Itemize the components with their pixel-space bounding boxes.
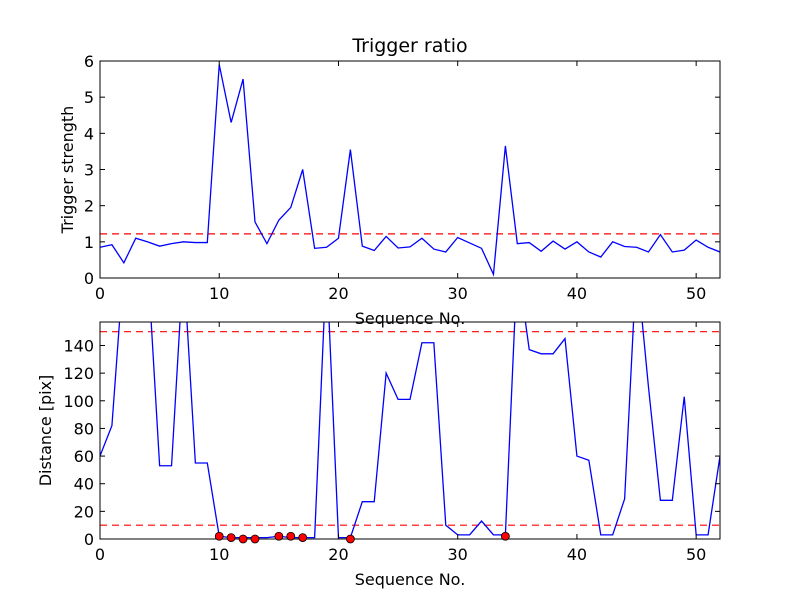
- detection-marker: [250, 534, 260, 544]
- detection-marker: [345, 534, 355, 544]
- top-axis-ticks: 0 10 20 30 40 50 0 1 2 3 4 5 6: [84, 52, 720, 303]
- y-tick-label: 3: [84, 161, 94, 180]
- x-tick-label: 30: [448, 284, 468, 303]
- x-tick-label: 50: [686, 545, 706, 564]
- detection-marker: [238, 534, 248, 544]
- bottom-axis-ticks: 0 10 20 30 40 50 0 20 40 60 80 100 120 140: [63, 322, 720, 564]
- bottom-subplot: 0 10 20 30 40 50 0 20 40 60 80 100 120 140 Sequence N…: [36, 321, 721, 589]
- x-tick-label: 50: [686, 284, 706, 303]
- detection-marker: [274, 531, 284, 541]
- series-line: [100, 322, 720, 539]
- bottom-x-axis-label: Sequence No.: [355, 570, 466, 589]
- top-y-axis-label: Trigger strength: [58, 106, 77, 235]
- y-tick-label: 1: [84, 233, 94, 252]
- top-subplot: Trigger ratio 0 10 20 30 40 50 0 1 2 3 4 5 6 Sequenc…: [58, 35, 721, 328]
- x-tick-label: 30: [448, 545, 468, 564]
- top-plot-area: [100, 64, 720, 277]
- detection-marker: [286, 531, 296, 541]
- detection-marker: [298, 533, 308, 543]
- y-tick-label: 0: [84, 269, 94, 288]
- y-tick-label: 6: [84, 52, 94, 71]
- x-tick-label: 20: [328, 284, 348, 303]
- bottom-axes-frame: [99, 321, 721, 540]
- detection-marker: [226, 533, 236, 543]
- y-tick-label: 100: [63, 392, 94, 411]
- x-tick-label: 0: [95, 545, 105, 564]
- y-tick-label: 0: [84, 530, 94, 549]
- y-tick-label: 80: [74, 419, 94, 438]
- bottom-plot-area: [100, 322, 720, 539]
- detection-marker: [214, 531, 224, 541]
- x-tick-label: 40: [567, 545, 587, 564]
- y-tick-label: 140: [63, 336, 94, 355]
- y-tick-label: 2: [84, 197, 94, 216]
- x-tick-label: 40: [567, 284, 587, 303]
- top-axes-frame: [99, 60, 721, 279]
- x-tick-label: 0: [95, 284, 105, 303]
- y-tick-label: 20: [74, 502, 94, 521]
- y-tick-label: 120: [63, 364, 94, 383]
- y-tick-label: 4: [84, 124, 94, 143]
- y-tick-label: 40: [74, 475, 94, 494]
- y-tick-label: 60: [74, 447, 94, 466]
- y-tick-label: 5: [84, 88, 94, 107]
- x-tick-label: 10: [209, 284, 229, 303]
- top-chart-title: Trigger ratio: [351, 35, 467, 57]
- series-line: [100, 64, 720, 277]
- x-tick-label: 10: [209, 545, 229, 564]
- top-x-axis-label: Sequence No.: [355, 309, 466, 328]
- bottom-y-axis-label: Distance [pix]: [36, 375, 55, 487]
- x-tick-label: 20: [328, 545, 348, 564]
- detection-marker: [500, 531, 510, 541]
